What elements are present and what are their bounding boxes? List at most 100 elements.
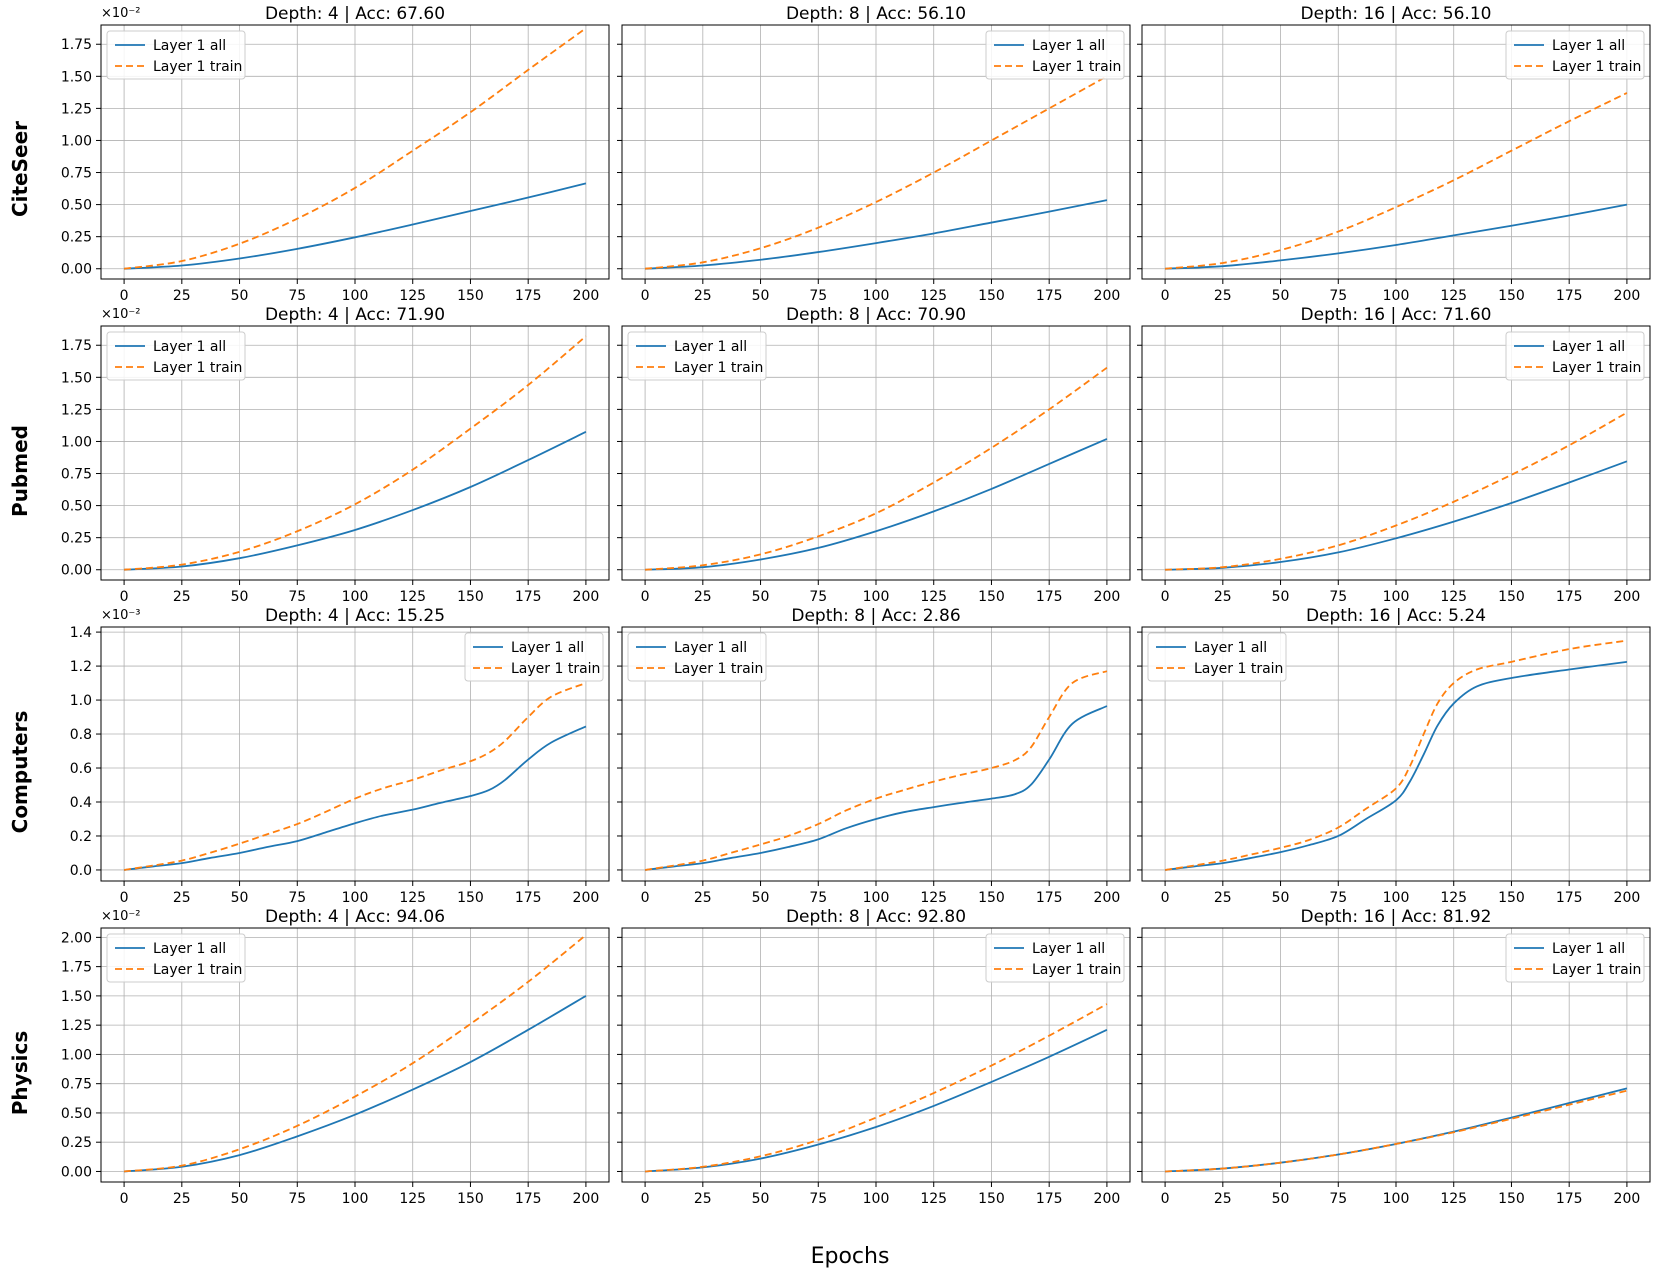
x-tick-label: 100 bbox=[863, 1191, 890, 1207]
series-line-all bbox=[1164, 660, 1628, 871]
x-tick-label: 100 bbox=[1383, 1191, 1410, 1207]
x-tick-label: 25 bbox=[694, 890, 712, 906]
x-tick-label: 25 bbox=[1214, 1191, 1232, 1207]
x-tick-label: 0 bbox=[120, 1191, 129, 1207]
legend: Layer 1 all Layer 1 train bbox=[106, 331, 246, 381]
x-tick-label: 50 bbox=[1272, 1191, 1290, 1207]
subplot-physics-0: 0 25 50 75 100 125 150 175 200 0.00 0.25 0.50 0.75 1.… bbox=[61, 907, 610, 1207]
subplot-title: Depth: 8 | Acc: 70.90 bbox=[786, 305, 966, 325]
legend: Layer 1 all Layer 1 train bbox=[985, 933, 1125, 983]
x-tick-label: 200 bbox=[573, 1191, 600, 1207]
y-scale-exponent: ×10⁻² bbox=[101, 307, 141, 322]
x-tick-label: 125 bbox=[399, 288, 426, 304]
x-tick-label: 25 bbox=[173, 890, 191, 906]
y-tick-label: 1.00 bbox=[61, 434, 92, 450]
subplot-physics-2: 0 25 50 75 100 125 150 175 200 Depth: 16 | Acc: 8… bbox=[1137, 907, 1651, 1207]
y-tick-label: 0.50 bbox=[61, 1106, 92, 1122]
series-line-train bbox=[123, 934, 587, 1173]
legend: Layer 1 all Layer 1 train bbox=[627, 632, 767, 682]
y-tick-label: 1.2 bbox=[70, 659, 92, 675]
legend-label: Layer 1 all bbox=[674, 339, 747, 355]
y-scale-exponent: ×10⁻² bbox=[101, 909, 141, 924]
series-line-train bbox=[124, 335, 587, 571]
legend-label: Layer 1 all bbox=[1032, 941, 1105, 957]
x-tick-label: 200 bbox=[1614, 589, 1641, 605]
y-tick-label: 0.00 bbox=[61, 563, 92, 579]
x-tick-label: 150 bbox=[1498, 288, 1525, 304]
x-tick-label: 100 bbox=[863, 288, 890, 304]
x-tick-label: 25 bbox=[173, 1191, 191, 1207]
legend-label: Layer 1 all bbox=[1552, 339, 1625, 355]
legend-label: Layer 1 all bbox=[1552, 941, 1625, 957]
row-label-computers: Computers bbox=[0, 632, 40, 912]
legend: Layer 1 all Layer 1 train bbox=[106, 933, 246, 983]
series-line-train bbox=[1165, 411, 1628, 571]
axes-frame bbox=[621, 325, 1131, 581]
axes-frame bbox=[621, 626, 1131, 882]
x-tick-label: 125 bbox=[1440, 1191, 1467, 1207]
legend-box bbox=[106, 30, 246, 80]
subplot-title: Depth: 8 | Acc: 2.86 bbox=[791, 606, 960, 626]
subplot-title: Depth: 16 | Acc: 56.10 bbox=[1301, 4, 1492, 24]
x-tick-label: 75 bbox=[288, 288, 306, 304]
x-tick-label: 100 bbox=[863, 890, 890, 906]
subplot-pubmed-1: 0 25 50 75 100 125 150 175 200 Depth: 8 | Acc: 70… bbox=[617, 305, 1131, 605]
legend: Layer 1 all Layer 1 train bbox=[1505, 331, 1645, 381]
x-tick-label: 50 bbox=[231, 288, 249, 304]
x-tick-label: 75 bbox=[288, 589, 306, 605]
x-tick-label: 25 bbox=[1214, 890, 1232, 906]
axes-frame bbox=[100, 24, 610, 280]
x-tick-label: 175 bbox=[1036, 589, 1063, 605]
x-tick-label: 125 bbox=[920, 890, 947, 906]
x-tick-label: 100 bbox=[1383, 288, 1410, 304]
y-tick-label: 0.50 bbox=[61, 198, 92, 214]
x-tick-label: 175 bbox=[1036, 890, 1063, 906]
x-tick-label: 150 bbox=[457, 589, 484, 605]
x-tick-label: 175 bbox=[1556, 890, 1583, 906]
axes-frame bbox=[621, 927, 1131, 1183]
axes-frame bbox=[100, 325, 610, 581]
x-tick-label: 125 bbox=[920, 288, 947, 304]
y-tick-label: 0.2 bbox=[70, 829, 92, 845]
legend: Layer 1 all Layer 1 train bbox=[1147, 632, 1287, 682]
x-tick-label: 25 bbox=[694, 1191, 712, 1207]
axes-frame bbox=[1141, 24, 1651, 280]
y-tick-label: 1.75 bbox=[61, 37, 92, 53]
x-tick-label: 25 bbox=[694, 589, 712, 605]
y-tick-label: 1.25 bbox=[61, 1018, 92, 1034]
x-tick-label: 150 bbox=[978, 1191, 1005, 1207]
x-tick-label: 0 bbox=[641, 288, 650, 304]
legend-box bbox=[985, 30, 1125, 80]
legend-label: Layer 1 train bbox=[153, 360, 242, 376]
legend-label: Layer 1 all bbox=[674, 640, 747, 656]
subplot-title: Depth: 8 | Acc: 92.80 bbox=[786, 907, 966, 927]
x-tick-label: 200 bbox=[1614, 288, 1641, 304]
x-tick-label: 25 bbox=[173, 288, 191, 304]
series-line-train bbox=[123, 27, 587, 270]
x-tick-label: 200 bbox=[573, 890, 600, 906]
axes-frame bbox=[1141, 325, 1651, 581]
x-tick-label: 175 bbox=[1036, 288, 1063, 304]
legend-label: Layer 1 train bbox=[1552, 962, 1641, 978]
x-tick-label: 100 bbox=[1383, 890, 1410, 906]
x-tick-label: 0 bbox=[120, 589, 129, 605]
y-tick-label: 1.75 bbox=[61, 960, 92, 976]
x-tick-label: 175 bbox=[515, 890, 542, 906]
subplot-title: Depth: 16 | Acc: 71.60 bbox=[1301, 305, 1492, 325]
x-tick-label: 25 bbox=[694, 288, 712, 304]
subplot-citeseer-0: 0 25 50 75 100 125 150 175 200 0.00 0.25 0.50 0.75 1.… bbox=[61, 4, 610, 304]
y-tick-label: 0.75 bbox=[61, 1077, 92, 1093]
x-tick-label: 50 bbox=[1272, 288, 1290, 304]
legend-label: Layer 1 all bbox=[1552, 38, 1625, 54]
legend-label: Layer 1 train bbox=[674, 360, 763, 376]
x-tick-label: 150 bbox=[457, 288, 484, 304]
x-tick-label: 100 bbox=[342, 288, 369, 304]
legend-label: Layer 1 train bbox=[1194, 661, 1283, 677]
y-tick-label: 1.0 bbox=[70, 693, 92, 709]
x-tick-label: 75 bbox=[809, 288, 827, 304]
y-tick-label: 0.25 bbox=[61, 531, 92, 547]
row-label-text: Computers bbox=[8, 710, 32, 834]
x-tick-label: 150 bbox=[1498, 1191, 1525, 1207]
series-line-train bbox=[1164, 639, 1628, 871]
